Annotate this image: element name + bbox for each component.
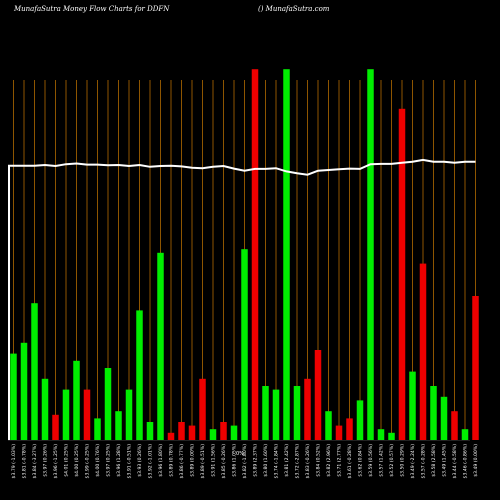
bar-1 <box>10 353 17 440</box>
x-tick-label: $3.46 (-0.86%) <box>463 444 469 479</box>
bar-series <box>10 69 479 441</box>
bar-42 <box>440 396 448 440</box>
bar-3 <box>31 303 38 440</box>
bar-7 <box>73 360 80 440</box>
x-tick-label: $3.61 (-0.28%) <box>347 444 353 479</box>
money-flow-line <box>8 158 476 440</box>
x-tick-label: $3.80 (1.60%) <box>263 444 269 477</box>
bar-18 <box>188 425 196 440</box>
x-tick-label: $3.89 (0.00%) <box>190 444 196 477</box>
bar-33 <box>346 418 353 440</box>
bar-39 <box>409 371 416 440</box>
bar-44 <box>461 429 469 440</box>
x-tick-label: $3.49 (1.45%) <box>442 444 448 477</box>
bar-8 <box>83 389 91 440</box>
x-tick-label: $3.57 (1.42%) <box>379 444 385 477</box>
x-tick-label: $3.92 (-1.01%) <box>148 444 154 479</box>
x-tick-label: $3.99 (-0.25%) <box>85 444 91 479</box>
bar-9 <box>94 418 101 440</box>
bar-25 <box>262 386 269 440</box>
x-tick-label: $4.00 (0.76%) <box>95 444 101 477</box>
x-tick-label: $3.89 (0.78%) <box>169 444 175 477</box>
x-tick-label: $4.00 (0.25%) <box>74 444 80 477</box>
x-tick-label: $3.89 (2.37%) <box>253 444 259 477</box>
x-tick-label: $3.84 (0.52%) <box>316 444 322 477</box>
bar-27 <box>283 69 290 440</box>
bar-20 <box>209 429 217 440</box>
bar-6 <box>62 389 70 440</box>
bar-26 <box>272 389 280 440</box>
bar-19 <box>199 378 206 440</box>
x-tick-label: $3.97 (0.25%) <box>106 444 112 477</box>
bar-45 <box>472 296 479 440</box>
x-tick-label: $3.74 (-1.84%) <box>274 444 280 479</box>
bar-43 <box>451 411 458 440</box>
bar-14 <box>146 422 154 440</box>
x-tick-label: $3.83 (-0.26%) <box>305 444 311 479</box>
bar-24 <box>251 69 259 440</box>
bar-2 <box>20 342 28 440</box>
x-tick-label: $3.72 (-2.87%) <box>295 444 301 479</box>
x-tick-label: $3.81 (-0.78%) <box>22 444 28 479</box>
bar-10 <box>104 368 112 440</box>
bar-41 <box>430 386 437 440</box>
x-tick-label: $3.97 (0.26%) <box>43 444 49 477</box>
bar-16 <box>167 432 175 440</box>
chart-title: MunafaSutra Money Flow Charts for DDFN <box>13 5 170 13</box>
x-tick-label: $3.85 (-0.26%) <box>221 444 227 479</box>
x-tick-label: $3.44 (-0.58%) <box>452 444 458 479</box>
bar-38 <box>398 108 406 441</box>
x-tick-label: $3.86 (1.05%) <box>232 444 238 477</box>
x-tick-label: $3.82 (2.96%) <box>326 444 332 477</box>
x-tick-label: $3.82 (-1.80%) <box>242 444 248 479</box>
bar-29 <box>304 378 311 440</box>
bar-5 <box>52 414 59 440</box>
x-tick-label: $3.50 (0.29%) <box>400 444 406 477</box>
bar-23 <box>241 249 248 440</box>
bar-32 <box>335 425 343 440</box>
bar-28 <box>293 386 301 440</box>
bar-36 <box>377 429 385 440</box>
x-tick-label: $3.58 (2.58%) <box>431 444 437 477</box>
x-tick-label: $3.62 (0.84%) <box>358 444 364 477</box>
bar-35 <box>367 69 374 440</box>
bar-21 <box>220 422 227 440</box>
bar-22 <box>230 425 238 440</box>
bar-40 <box>419 263 427 440</box>
bar-34 <box>356 400 364 440</box>
x-tick-label: $3.71 (2.77%) <box>337 444 343 477</box>
x-tick-label: $4.01 (0.25%) <box>64 444 70 477</box>
bar-37 <box>388 432 395 440</box>
x-tick-label: $3.93 (0.26%) <box>137 444 143 477</box>
x-tick-label: $3.49 (0.00%) <box>473 444 479 477</box>
bar-4 <box>41 378 49 440</box>
bar-13 <box>136 310 143 440</box>
bar-30 <box>314 350 322 440</box>
x-tick-label: $3.96 (1.28%) <box>116 444 122 477</box>
bar-15 <box>157 252 164 440</box>
axis-mid-label: 0% <box>236 451 244 457</box>
bar-11 <box>115 411 122 440</box>
bar-17 <box>178 422 185 440</box>
x-tick-label: $3.79 (-1.03%) <box>11 444 17 479</box>
site-watermark: () MunafaSutra.com <box>258 5 330 13</box>
x-tick-labels: $3.79 (-1.03%) $3.81 (-0.78%) $3.84 (-3.27… <box>11 444 479 479</box>
x-tick-label: $3.91 (1.56%) <box>211 444 217 477</box>
bar-12 <box>125 389 133 440</box>
x-tick-label: $3.49 (-2.24%) <box>410 444 416 479</box>
x-tick-label: $3.84 (-3.27%) <box>32 444 38 479</box>
x-tick-label: $3.96 (-1.25%) <box>53 444 59 479</box>
x-tick-label: $3.96 (1.80%) <box>158 444 164 477</box>
x-tick-label: $3.91 (-0.51%) <box>127 444 133 479</box>
x-tick-label: $3.89 (-0.51%) <box>200 444 206 479</box>
x-tick-label: $3.81 (2.42%) <box>284 444 290 477</box>
bar-31 <box>325 411 332 440</box>
x-tick-label: $3.52 (0.57%) <box>389 444 395 477</box>
x-tick-label: $3.59 (0.56%) <box>368 444 374 477</box>
x-tick-label: $3.57 (-0.28%) <box>421 444 427 479</box>
x-tick-label: $3.86 (-0.77%) <box>179 444 185 479</box>
